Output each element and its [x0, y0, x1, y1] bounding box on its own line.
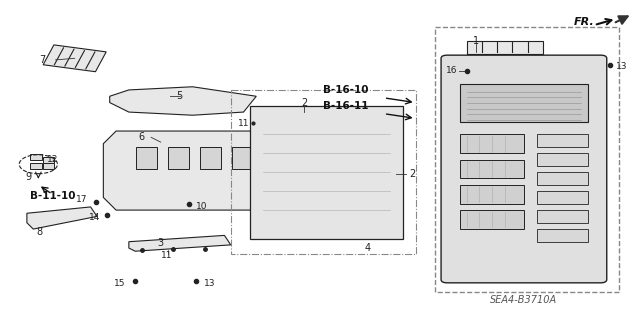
Text: 15: 15: [114, 279, 125, 288]
Text: 8: 8: [36, 227, 43, 237]
Bar: [537, 229, 588, 242]
Text: 4: 4: [365, 243, 371, 253]
Text: 6: 6: [138, 132, 145, 142]
Bar: [43, 157, 54, 163]
Polygon shape: [250, 106, 403, 239]
Text: 14: 14: [89, 212, 100, 222]
Bar: [460, 134, 524, 153]
Text: 7: 7: [40, 55, 46, 65]
Text: FR.: FR.: [574, 17, 595, 27]
Polygon shape: [43, 45, 106, 72]
Bar: [136, 147, 157, 169]
PathPatch shape: [27, 207, 97, 229]
Bar: [537, 172, 588, 185]
PathPatch shape: [129, 235, 231, 251]
Text: 11: 11: [161, 251, 173, 260]
Text: 2: 2: [409, 169, 415, 179]
Bar: [537, 191, 588, 204]
Text: 16: 16: [445, 66, 457, 76]
Text: 2: 2: [301, 98, 307, 108]
Bar: [460, 160, 524, 178]
Text: 5: 5: [177, 91, 183, 101]
Text: 13: 13: [616, 62, 628, 71]
Text: 13: 13: [204, 279, 216, 288]
Bar: [460, 210, 524, 229]
Bar: [43, 163, 54, 169]
Text: B-16-10: B-16-10: [323, 85, 369, 95]
Bar: [460, 185, 524, 204]
FancyBboxPatch shape: [441, 55, 607, 283]
PathPatch shape: [109, 87, 256, 115]
Bar: [200, 147, 221, 169]
Text: 9: 9: [25, 172, 31, 182]
Bar: [460, 84, 588, 122]
Text: B-11-10: B-11-10: [30, 191, 76, 201]
Bar: [537, 210, 588, 223]
Bar: [537, 134, 588, 147]
Text: 3: 3: [157, 238, 164, 248]
Text: 10: 10: [196, 202, 207, 211]
Bar: [30, 163, 42, 169]
Text: 11: 11: [239, 119, 250, 128]
Bar: [168, 147, 189, 169]
Bar: [30, 154, 42, 160]
Text: 17: 17: [76, 196, 88, 204]
Text: 1: 1: [473, 36, 479, 46]
Bar: [537, 153, 588, 166]
PathPatch shape: [103, 131, 282, 210]
Text: SEA4-B3710A: SEA4-B3710A: [490, 295, 557, 305]
Bar: [232, 147, 252, 169]
Text: B-16-11: B-16-11: [323, 101, 369, 111]
Text: 12: 12: [47, 155, 59, 164]
Polygon shape: [467, 41, 543, 54]
